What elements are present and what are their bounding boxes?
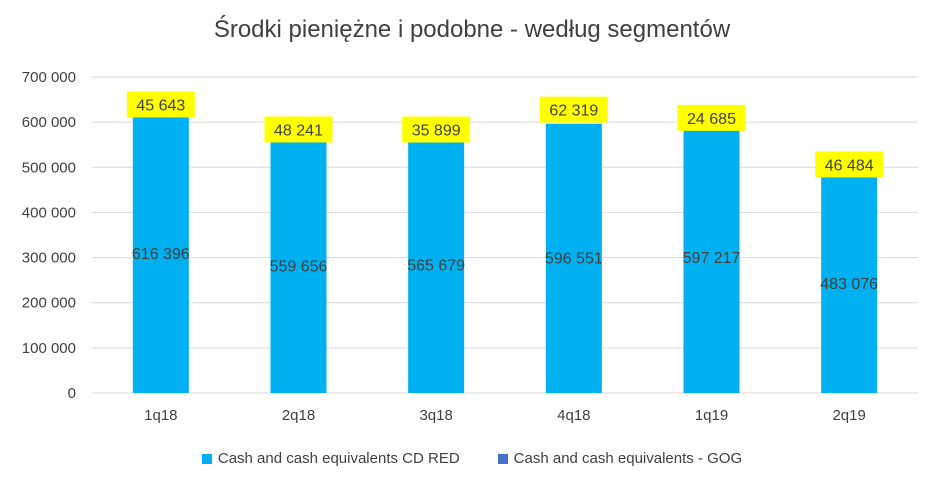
y-tick-label: 400 000 <box>22 204 76 221</box>
y-tick-label: 700 000 <box>22 69 76 86</box>
x-tick-label: 1q18 <box>144 407 177 424</box>
legend-label-gog: Cash and cash equivalents - GOG <box>513 450 743 467</box>
data-label-cd-red: 596 551 <box>545 250 603 267</box>
x-tick-label: 2q19 <box>832 407 865 424</box>
data-label-cd-red: 616 396 <box>132 246 190 263</box>
plot-area: 0 100 000 200 000 300 000 400 000 500 000 600 … <box>22 69 918 424</box>
data-label-cd-red: 565 679 <box>407 257 465 274</box>
data-label-highlight-gog <box>539 96 608 123</box>
chart-title: Środki pieniężne i podobne - według segm… <box>213 16 731 43</box>
data-label-gog: 24 685 <box>687 111 736 128</box>
x-tick-label: 1q19 <box>695 407 728 424</box>
x-tick-label: 3q18 <box>419 407 452 424</box>
legend-item-cd-red: Cash and cash equivalents CD RED <box>201 450 460 467</box>
data-label-highlight-gog <box>815 151 884 178</box>
bar-cd-red <box>132 114 189 393</box>
y-tick-label: 100 000 <box>22 340 76 357</box>
y-tick-label: 200 000 <box>22 295 76 312</box>
legend: Cash and cash equivalents CD RED Cash an… <box>0 450 944 467</box>
data-label-gog: 46 484 <box>825 157 874 174</box>
data-label-gog: 45 643 <box>136 97 185 114</box>
y-tick-label: 500 000 <box>22 159 76 176</box>
legend-swatch-cd-red <box>201 453 212 464</box>
data-label-gog: 62 319 <box>549 103 598 120</box>
legend-label-cd-red: Cash and cash equivalents CD RED <box>217 450 460 467</box>
data-label-cd-red: 559 656 <box>270 259 328 276</box>
y-tick-label: 600 000 <box>22 114 76 131</box>
bar-cd-red <box>408 137 465 393</box>
y-tick-label: 300 000 <box>22 250 76 267</box>
legend-item-gog: Cash and cash equivalents - GOG <box>497 450 743 467</box>
y-tick-label: 0 <box>68 385 76 402</box>
x-tick-label: 4q18 <box>557 407 590 424</box>
bar-cd-red <box>683 123 740 394</box>
data-label-highlight-gog <box>402 116 471 143</box>
data-label-cd-red: 483 076 <box>820 276 878 293</box>
data-label-highlight-gog <box>677 104 746 131</box>
data-label-gog: 35 899 <box>412 123 461 140</box>
legend-swatch-gog <box>497 453 508 464</box>
data-label-highlight-gog <box>126 91 195 118</box>
x-tick-label: 2q18 <box>282 407 315 424</box>
data-label-cd-red: 597 217 <box>683 250 741 267</box>
data-label-highlight-gog <box>264 116 333 143</box>
bar-cd-red <box>270 140 327 393</box>
data-label-gog: 48 241 <box>274 122 323 139</box>
bar-cd-red <box>545 123 602 394</box>
bar-cd-red <box>821 174 878 393</box>
